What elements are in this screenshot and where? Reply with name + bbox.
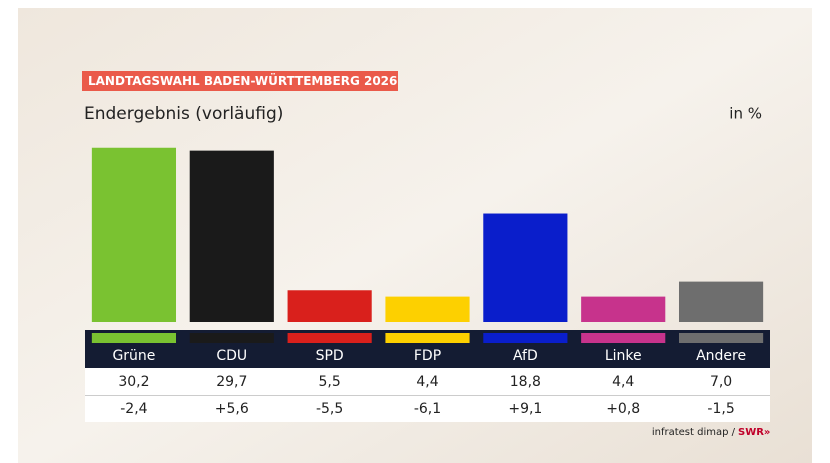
category-label: SPD xyxy=(316,348,344,364)
change-label: +0,8 xyxy=(606,401,640,417)
color-strip xyxy=(385,333,470,343)
title-tag xyxy=(82,71,398,91)
category-label: CDU xyxy=(216,348,247,364)
change-label: -1,5 xyxy=(707,401,734,417)
value-label: 4,4 xyxy=(416,374,438,390)
change-label: -6,1 xyxy=(414,401,441,417)
value-label: 30,2 xyxy=(118,374,149,390)
color-strip xyxy=(287,333,372,343)
unit-label: in % xyxy=(729,105,762,123)
bar xyxy=(581,296,666,322)
color-strip xyxy=(189,333,274,343)
color-strip xyxy=(581,333,666,343)
value-label: 29,7 xyxy=(216,374,247,390)
category-label: Linke xyxy=(605,348,642,364)
value-label: 5,5 xyxy=(319,374,341,390)
bar xyxy=(287,290,372,322)
change-label: -2,4 xyxy=(120,401,147,417)
change-label: +9,1 xyxy=(508,401,542,417)
color-strip xyxy=(483,333,568,343)
bar xyxy=(483,213,568,322)
change-label: +5,6 xyxy=(215,401,249,417)
bar xyxy=(189,150,274,322)
value-label: 4,4 xyxy=(612,374,634,390)
value-label: 7,0 xyxy=(710,374,732,390)
category-label: FDP xyxy=(414,348,441,364)
brand: SWR» xyxy=(738,427,770,438)
color-strip xyxy=(91,333,177,343)
change-label: -5,5 xyxy=(316,401,343,417)
bar xyxy=(678,281,764,322)
chart-title: LANDTAGSWAHL BADEN-WÜRTTEMBERG 2026 xyxy=(88,73,397,88)
value-label: 18,8 xyxy=(510,374,541,390)
chart-subtitle: Endergebnis (vorläufig) xyxy=(84,104,283,124)
bar xyxy=(385,296,470,322)
color-strip xyxy=(678,333,764,343)
bar xyxy=(91,147,177,322)
category-label: Andere xyxy=(696,348,746,364)
source: infratest dimap / xyxy=(652,427,736,438)
category-label: AfD xyxy=(513,348,538,364)
category-label: Grüne xyxy=(112,348,155,364)
